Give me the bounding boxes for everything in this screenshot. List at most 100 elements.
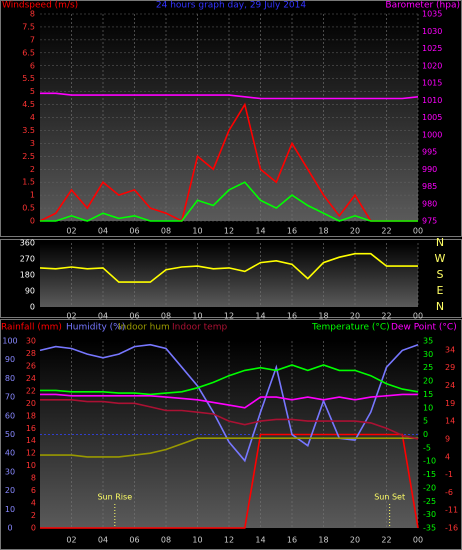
y-tick-label: 1005 (422, 113, 442, 122)
series-line (40, 181, 418, 222)
x-tick-label: 16 (287, 227, 297, 236)
y-tick-label: 29 (445, 363, 455, 372)
y-tick-label: -5 (423, 443, 431, 452)
x-tick-label: 08 (161, 536, 171, 545)
y-tick-label: 2 (30, 165, 35, 174)
y-tick-label: -30 (423, 510, 436, 519)
x-tick-label: 20 (350, 536, 360, 545)
y-tick-label: -11 (445, 506, 458, 515)
y-tick-label: 0.5 (22, 204, 35, 213)
y-tick-label: 1025 (422, 44, 442, 53)
y-tick-label: 995 (422, 148, 437, 157)
x-tick-label: 08 (161, 312, 171, 321)
series-line (40, 92, 419, 100)
x-tick-label: 12 (224, 312, 234, 321)
y-tick-label: 16 (26, 424, 36, 433)
x-tick-label: 02 (66, 536, 76, 545)
y-tick-label: 985 (422, 182, 437, 191)
y-tick-label: W (435, 252, 446, 265)
y-tick-label: 14 (26, 436, 36, 445)
y-tick-label: 4 (30, 113, 35, 122)
chart-title: 24 hours graph day, 29 July 2014 (156, 1, 306, 11)
x-tick-label: 10 (192, 536, 202, 545)
series-line (40, 433, 419, 529)
x-tick-label: 00 (413, 536, 423, 545)
x-tick-label: 04 (98, 227, 108, 236)
annotation-label: Sun Rise (97, 493, 132, 502)
y-tick-label: 5.5 (22, 74, 35, 83)
y-tick-label: 20 (5, 486, 15, 495)
y-tick-label: 8 (30, 10, 35, 19)
y-tick-label: 270 (20, 255, 35, 264)
y-tick-label: 10 (423, 403, 433, 412)
y-tick-label: S (437, 268, 444, 281)
x-tick-label: 12 (224, 536, 234, 545)
series-line (40, 437, 418, 458)
y-tick-label: 20 (423, 377, 433, 386)
legend-label: Windspeed (m/s) (2, 1, 78, 11)
legend-label: Indoor temp (172, 323, 227, 333)
y-tick-label: 12 (26, 449, 36, 458)
y-tick-label: 8 (31, 474, 36, 483)
y-tick-label: 20 (26, 399, 36, 408)
x-tick-label: 04 (98, 312, 108, 321)
y-tick-label: 22 (26, 386, 36, 395)
x-tick-label: 00 (413, 227, 423, 236)
y-tick-label: 1015 (422, 79, 442, 88)
y-tick-label: 0 (30, 303, 35, 312)
y-tick-label: 50 (5, 430, 15, 439)
y-tick-label: 30 (26, 337, 36, 346)
y-tick-label: 6.5 (22, 48, 35, 57)
y-tick-label: 5 (30, 87, 35, 96)
y-tick-label: -16 (445, 524, 458, 533)
y-tick-label: 70 (5, 393, 15, 402)
y-tick-label: 90 (5, 355, 15, 364)
y-tick-label: 90 (25, 287, 35, 296)
legend-label: Rainfall (mm) (1, 323, 62, 333)
y-tick-label: 80 (5, 374, 15, 383)
legend-label: Temperature (°C) (311, 323, 390, 333)
y-tick-label: 0 (7, 524, 12, 533)
y-tick-label: -20 (423, 483, 436, 492)
x-tick-label: 20 (350, 227, 360, 236)
y-tick-label: 24 (445, 381, 455, 390)
x-tick-label: 18 (318, 227, 328, 236)
y-tick-label: 975 (422, 217, 437, 226)
y-tick-label: 100 (2, 337, 17, 346)
y-tick-label: 19 (445, 399, 455, 408)
x-tick-label: 14 (255, 312, 265, 321)
y-tick-label: 34 (445, 345, 455, 354)
y-tick-label: -1 (445, 470, 453, 479)
series-line (39, 252, 418, 283)
y-tick-label: 7 (30, 35, 35, 44)
y-tick-label: 24 (26, 374, 36, 383)
y-tick-label: 30 (423, 350, 433, 359)
y-tick-label: 35 (423, 337, 433, 346)
y-tick-label: 40 (5, 449, 15, 458)
annotation-label: Sun Set (374, 493, 405, 502)
y-tick-label: 4 (445, 452, 450, 461)
x-tick-label: 22 (381, 312, 391, 321)
y-tick-label: N (436, 300, 444, 313)
y-tick-label: 28 (26, 349, 36, 358)
y-tick-label: 25 (423, 363, 433, 372)
y-tick-label: 7.5 (22, 22, 35, 31)
x-tick-label: 18 (318, 536, 328, 545)
y-tick-label: 30 (5, 467, 15, 476)
y-tick-label: 9 (445, 434, 450, 443)
y-tick-label: -15 (423, 470, 436, 479)
x-tick-label: 14 (255, 536, 265, 545)
y-tick-label: 1035 (422, 10, 442, 19)
y-tick-label: 1010 (422, 96, 442, 105)
y-tick-label: -25 (423, 497, 436, 506)
x-tick-label: 02 (66, 312, 76, 321)
y-tick-label: 1000 (422, 130, 442, 139)
x-tick-label: 10 (192, 312, 202, 321)
y-tick-label: 0 (31, 524, 36, 533)
y-tick-label: 10 (5, 505, 15, 514)
x-tick-label: 20 (350, 312, 360, 321)
series-line (40, 393, 418, 409)
x-tick-label: 08 (161, 227, 171, 236)
y-tick-label: N (436, 236, 444, 249)
